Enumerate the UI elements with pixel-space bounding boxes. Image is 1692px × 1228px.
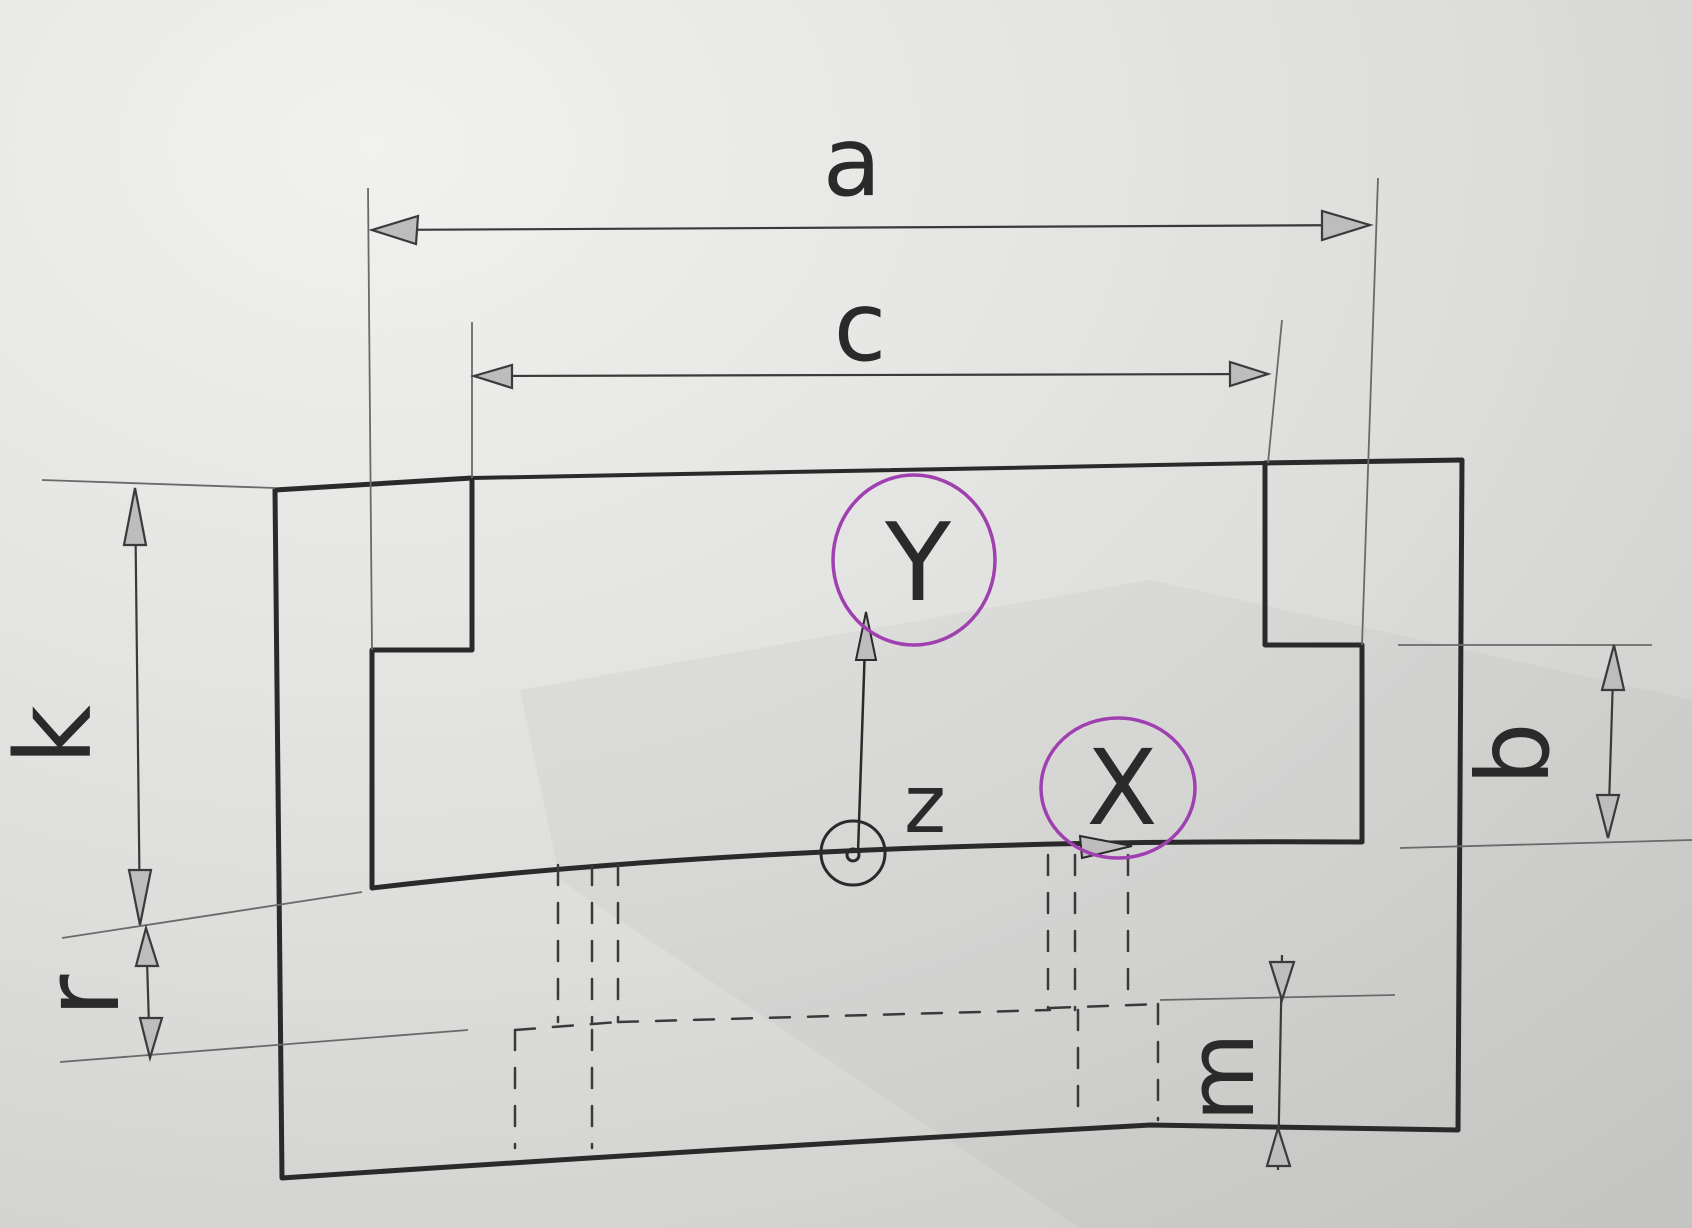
arrowhead-k-bottom bbox=[127, 868, 153, 926]
z-axis-symbol-outer bbox=[819, 819, 887, 887]
x-axis-label-circle bbox=[1039, 716, 1197, 860]
dimension-label-a: a bbox=[823, 106, 882, 218]
ext-line-a-right bbox=[1361, 177, 1379, 646]
arrowhead-b-top bbox=[1600, 644, 1626, 692]
dim-line-a bbox=[371, 223, 1371, 232]
ext-line-c-right bbox=[1267, 319, 1283, 464]
dimension-label-k: k bbox=[0, 705, 115, 765]
top-edge-segment bbox=[470, 461, 1267, 480]
arrowhead-r-top bbox=[134, 924, 160, 968]
y-axis-arrowhead bbox=[854, 611, 878, 661]
axis-label-x: X bbox=[1086, 727, 1157, 849]
labels: a c k r b m Y X z bbox=[0, 106, 1572, 1122]
arrowhead-c-left bbox=[470, 363, 514, 390]
dimension-label-c: c bbox=[834, 271, 887, 383]
hidden-line-horizontal-left bbox=[513, 1020, 620, 1032]
arrowhead-a-left bbox=[368, 214, 420, 246]
ext-line-k-top bbox=[41, 479, 276, 489]
ext-line-m-top bbox=[1159, 994, 1396, 1001]
arrowhead-m-top bbox=[1268, 960, 1296, 1004]
hidden-line-horizontal-mid bbox=[616, 1008, 1052, 1024]
ext-line-a-left bbox=[367, 187, 373, 651]
dimension-label-m: m bbox=[1168, 1032, 1275, 1122]
ext-line-r-bottom bbox=[59, 1029, 469, 1063]
ext-line-b-bottom bbox=[1399, 839, 1692, 849]
axis-label-y: Y bbox=[884, 501, 952, 626]
hidden-features bbox=[513, 853, 1162, 1150]
arrowhead-c-right bbox=[1228, 360, 1272, 388]
part-outline bbox=[272, 457, 1465, 1181]
hidden-line-horizontal-right bbox=[1048, 1002, 1162, 1010]
paper-shadow bbox=[520, 580, 1692, 1228]
ext-line-k-bottom bbox=[61, 891, 363, 939]
coordinate-system bbox=[819, 473, 1197, 887]
dimension-lines bbox=[122, 209, 1626, 1171]
dim-line-k bbox=[133, 487, 142, 926]
dim-line-c bbox=[473, 372, 1269, 378]
axis-label-z: z bbox=[904, 758, 946, 851]
dimension-label-r: r bbox=[21, 974, 143, 1017]
arrowhead-a-right bbox=[1320, 209, 1374, 242]
outer-body-outline bbox=[272, 457, 1465, 1181]
arrowhead-b-bottom bbox=[1595, 793, 1621, 839]
x-axis-arrowhead bbox=[1078, 834, 1133, 860]
arrowhead-m-bottom bbox=[1265, 1124, 1292, 1168]
dimension-label-b: b bbox=[1455, 722, 1572, 785]
arrowhead-r-bottom bbox=[138, 1016, 164, 1063]
extension-lines bbox=[41, 177, 1692, 1063]
arrowhead-k-top bbox=[122, 487, 148, 547]
y-axis-label-circle bbox=[831, 473, 997, 647]
z-axis-symbol-dot bbox=[845, 847, 861, 863]
